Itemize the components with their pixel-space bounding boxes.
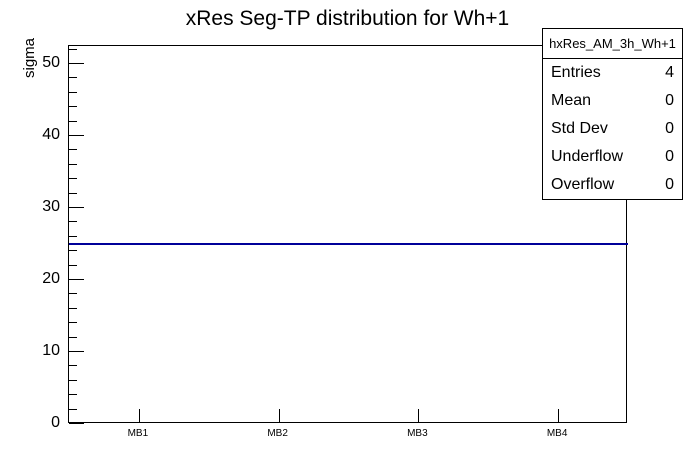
y-major-tick	[69, 423, 84, 424]
stats-label: Overflow	[551, 176, 615, 193]
y-tick-label: 20	[42, 270, 60, 287]
stats-label: Underflow	[551, 148, 624, 165]
stats-row-overflow: Overflow 0	[543, 171, 682, 199]
y-minor-tick	[69, 163, 77, 165]
y-major-tick	[69, 63, 84, 64]
stats-value: 0	[665, 120, 674, 137]
stats-label: Entries	[551, 64, 601, 81]
y-minor-tick	[69, 235, 77, 237]
y-tick-label: 50	[42, 54, 60, 71]
y-minor-tick	[69, 149, 77, 151]
y-minor-tick	[69, 192, 77, 194]
y-minor-tick	[69, 307, 77, 309]
stats-row-stddev: Std Dev 0	[543, 115, 682, 143]
x-bin-tick	[418, 409, 420, 422]
stats-label: Mean	[551, 92, 592, 109]
x-bin-label: MB4	[546, 428, 568, 439]
y-minor-tick	[69, 379, 77, 381]
y-major-tick	[69, 207, 84, 208]
y-minor-tick	[69, 221, 77, 223]
y-minor-tick	[69, 250, 77, 252]
plot-frame	[68, 45, 628, 424]
y-minor-tick	[69, 91, 77, 93]
stats-value: 0	[665, 92, 674, 109]
stats-value: 0	[665, 176, 674, 193]
y-tick-label: 0	[51, 414, 60, 431]
y-major-tick	[69, 135, 84, 136]
y-minor-tick	[69, 365, 77, 367]
y-minor-tick	[69, 77, 77, 79]
x-bin-label: MB3	[407, 428, 428, 439]
stats-label: Std Dev	[551, 120, 608, 137]
stats-value: 0	[665, 148, 674, 165]
stats-row-entries: Entries 4	[543, 59, 682, 87]
y-major-tick	[69, 351, 84, 352]
stats-box: hxRes_AM_3h_Wh+1 Entries 4 Mean 0 Std De…	[542, 28, 683, 200]
stats-value: 4	[665, 64, 674, 81]
histogram-line-segment	[208, 243, 349, 245]
y-tick-label: 40	[42, 126, 60, 143]
y-minor-tick	[69, 264, 77, 266]
histogram-line-segment	[69, 243, 209, 245]
y-minor-tick	[69, 120, 77, 122]
x-bin-tick	[138, 409, 140, 422]
y-major-tick	[69, 279, 84, 280]
y-minor-tick	[69, 48, 77, 50]
y-minor-tick	[69, 178, 77, 180]
x-bin-tick	[278, 409, 280, 422]
y-minor-tick	[69, 394, 77, 396]
stats-box-rows: Entries 4 Mean 0 Std Dev 0 Underflow 0 O…	[543, 59, 682, 199]
x-bin-tick	[558, 409, 560, 422]
y-minor-tick	[69, 322, 77, 324]
y-tick-label: 10	[42, 342, 60, 359]
x-bin-label: MB1	[127, 428, 149, 439]
chart-title: xRes Seg-TP distribution for Wh+1	[185, 7, 510, 30]
y-minor-tick	[69, 293, 77, 295]
x-bin-label: MB2	[267, 428, 288, 439]
y-minor-tick	[69, 336, 77, 338]
stats-box-title: hxRes_AM_3h_Wh+1	[543, 29, 682, 59]
y-minor-tick	[69, 408, 77, 410]
histogram-line-segment	[348, 243, 489, 245]
y-tick-label: 30	[42, 198, 60, 215]
histogram-line-segment	[488, 243, 628, 245]
y-minor-tick	[69, 106, 77, 108]
stats-row-mean: Mean 0	[543, 87, 682, 115]
stats-row-underflow: Underflow 0	[543, 143, 682, 171]
